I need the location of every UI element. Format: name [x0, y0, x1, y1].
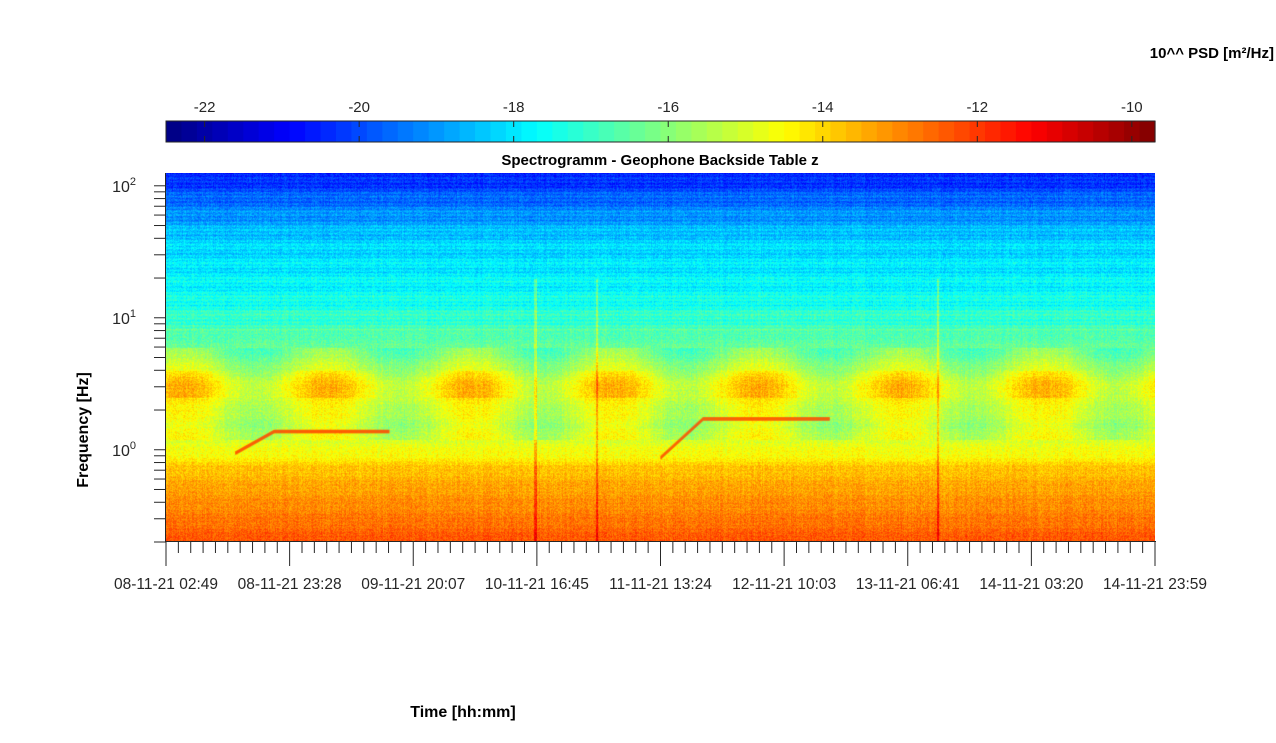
colorbar-segment: [985, 121, 1002, 142]
x-tick-label: 11-11-21 13:24: [609, 576, 712, 593]
colorbar-segment: [1077, 121, 1094, 142]
colorbar-segment: [475, 121, 492, 142]
x-axis-ticks: 08-11-21 02:49 08-11-21 23:28 09-11-21 20:…: [114, 542, 1207, 593]
colorbar: [166, 121, 1156, 142]
colorbar-segment: [768, 121, 785, 142]
colorbar-segment: [876, 121, 893, 142]
colorbar-segment: [1046, 121, 1063, 142]
colorbar-segment: [335, 121, 353, 142]
colorbar-segment: [845, 121, 862, 142]
x-tick-label: 08-11-21 02:49: [114, 576, 218, 593]
colorbar-segment: [722, 121, 739, 142]
colorbar-tick-label: -20: [348, 99, 370, 116]
colorbar-tick-label: -14: [812, 99, 834, 116]
colorbar-segment: [212, 121, 229, 142]
colorbar-segment: [428, 121, 445, 142]
colorbar-segment: [1124, 121, 1141, 142]
colorbar-tick-labels: -22 -20 -18 -16 -14 -12 -10: [194, 99, 1143, 116]
colorbar-segment: [1139, 121, 1156, 142]
colorbar-segment: [351, 121, 368, 142]
y-axis-ticks: 100 101 102: [112, 176, 166, 543]
colorbar-segment: [614, 121, 631, 142]
colorbar-segment: [629, 121, 646, 142]
colorbar-segment: [799, 121, 816, 142]
colorbar-segment: [1015, 121, 1032, 142]
y-tick-label: 101: [112, 308, 136, 328]
x-axis-label: Time [hh:mm]: [410, 704, 515, 721]
colorbar-segment: [320, 121, 337, 142]
colorbar-segment: [444, 121, 461, 142]
colorbar-segment: [1062, 121, 1079, 142]
colorbar-segment: [382, 121, 399, 142]
colorbar-segment: [1031, 121, 1048, 142]
colorbar-segment: [459, 121, 476, 142]
x-tick-label: 10-11-21 16:45: [485, 576, 589, 593]
colorbar-tick-label: -16: [657, 99, 679, 116]
colorbar-segment: [505, 121, 523, 142]
colorbar-segment: [536, 121, 553, 142]
colorbar-tick-label: -10: [1121, 99, 1143, 116]
colorbar-segment: [938, 121, 955, 142]
x-tick-label: 09-11-21 20:07: [361, 576, 465, 593]
chart-title: Spectrogramm - Geophone Backside Table z: [501, 152, 818, 169]
y-tick-label: 100: [112, 440, 136, 460]
colorbar-segment: [923, 121, 940, 142]
colorbar-segment: [861, 121, 878, 142]
colorbar-segment: [490, 121, 507, 142]
colorbar-segment: [969, 121, 986, 142]
colorbar-segment: [552, 121, 569, 142]
colorbar-segment: [567, 121, 584, 142]
spectrogram-canvas: [166, 173, 1155, 542]
colorbar-segment: [815, 121, 832, 142]
colorbar-segment: [243, 121, 260, 142]
y-axis-label: Frequency [Hz]: [75, 372, 92, 488]
colorbar-segment: [706, 121, 723, 142]
colorbar-segment: [258, 121, 275, 142]
x-tick-label: 14-11-21 23:59: [1103, 576, 1207, 593]
colorbar-segment: [397, 121, 414, 142]
x-tick-label: 12-11-21 10:03: [732, 576, 836, 593]
colorbar-segment: [907, 121, 924, 142]
x-tick-label: 14-11-21 03:20: [979, 576, 1083, 593]
colorbar-segment: [227, 121, 244, 142]
colorbar-segment: [274, 121, 291, 142]
colorbar-segment: [598, 121, 615, 142]
colorbar-segment: [583, 121, 600, 142]
y-tick-label: 102: [112, 176, 136, 196]
colorbar-title: 10^^ PSD [m²/Hz]: [1150, 45, 1274, 62]
colorbar-segment: [1093, 121, 1110, 142]
colorbar-segment: [289, 121, 306, 142]
colorbar-segment: [830, 121, 847, 142]
x-tick-label: 08-11-21 23:28: [238, 576, 342, 593]
colorbar-segment: [645, 121, 662, 142]
colorbar-frame: [165, 120, 1156, 143]
colorbar-segment: [1000, 121, 1017, 142]
colorbar-segment: [954, 121, 971, 142]
colorbar-segment: [166, 121, 183, 142]
x-tick-label: 13-11-21 06:41: [856, 576, 960, 593]
colorbar-tick-label: -12: [966, 99, 988, 116]
colorbar-segment: [784, 121, 801, 142]
colorbar-segment: [181, 121, 198, 142]
colorbar-tick-label: -18: [503, 99, 525, 116]
colorbar-segment: [892, 121, 909, 142]
colorbar-segment: [691, 121, 708, 142]
colorbar-segment: [737, 121, 754, 142]
colorbar-segment: [196, 121, 213, 142]
colorbar-segment: [413, 121, 430, 142]
colorbar-segment: [366, 121, 383, 142]
colorbar-segment: [1108, 121, 1125, 142]
colorbar-tick-label: -22: [194, 99, 216, 116]
colorbar-segment: [521, 121, 538, 142]
colorbar-segment: [660, 121, 677, 142]
colorbar-segment: [753, 121, 770, 142]
colorbar-segment: [675, 121, 693, 142]
colorbar-segment: [305, 121, 322, 142]
